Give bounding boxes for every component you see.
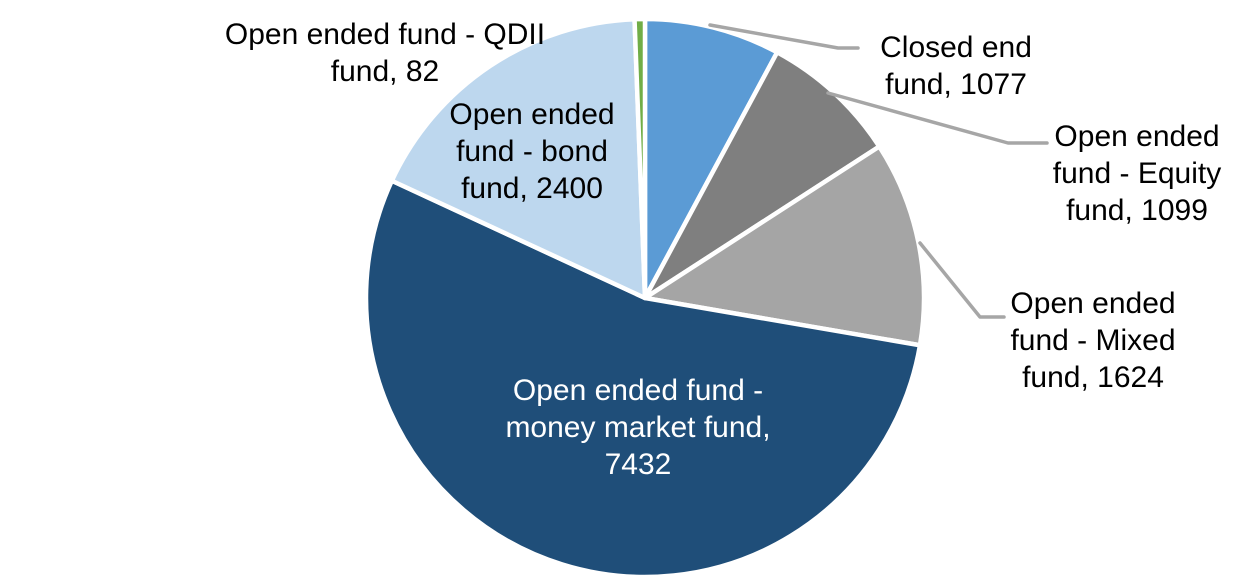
data-label-money-market-fund: Open ended fund - money market fund, 743… xyxy=(488,372,788,483)
data-label-line: fund - bond xyxy=(456,135,608,168)
data-label-line: Open ended fund - QDII xyxy=(224,18,546,51)
data-label-line: money market fund, xyxy=(505,411,771,444)
data-label-equity-fund: Open ended fund - Equity fund, 1099 xyxy=(1027,118,1247,229)
pie-slices-group xyxy=(363,16,927,580)
data-label-line: 7432 xyxy=(604,448,672,481)
pie-slice-open-ended-fund-mixed-fund[interactable] xyxy=(642,144,927,348)
data-label-line: fund, 1077 xyxy=(885,68,1027,101)
data-label-line: Open ended fund - xyxy=(512,374,764,407)
data-label-bond-fund: Open ended fund - bond fund, 2400 xyxy=(410,96,654,207)
pie-slice-open-ended-fund-bond-fund[interactable] xyxy=(389,16,648,301)
data-label-line: fund, 2400 xyxy=(461,172,603,205)
data-label-line: fund - Equity xyxy=(1052,157,1222,190)
data-label-line: fund, 1624 xyxy=(1022,361,1164,394)
data-label-line: Open ended xyxy=(449,98,615,131)
data-label-mixed-fund: Open ended fund - Mixed fund, 1624 xyxy=(983,285,1203,396)
data-label-line: fund, 1099 xyxy=(1066,194,1208,227)
data-label-line: Open ended xyxy=(1010,287,1176,320)
pie-slice-closed-end-fund[interactable] xyxy=(642,16,780,301)
leader-line-closed-end-fund xyxy=(708,23,860,50)
leader-line-mixed-fund xyxy=(918,241,1006,319)
data-label-line: Closed end xyxy=(880,31,1032,64)
data-label-qdii-fund: Open ended fund - QDII fund, 82 xyxy=(215,16,555,90)
data-label-line: Open ended xyxy=(1054,120,1220,153)
leader-line-equity-fund xyxy=(826,91,1049,145)
data-label-line: fund - Mixed xyxy=(1010,324,1176,357)
data-label-closed-end-fund: Closed end fund, 1077 xyxy=(846,29,1066,103)
data-label-line: fund, 82 xyxy=(330,55,440,88)
pie-slice-open-ended-fund-qdii-fund[interactable] xyxy=(632,16,648,301)
pie-slice-open-ended-fund-money-market-fund[interactable] xyxy=(363,178,923,580)
